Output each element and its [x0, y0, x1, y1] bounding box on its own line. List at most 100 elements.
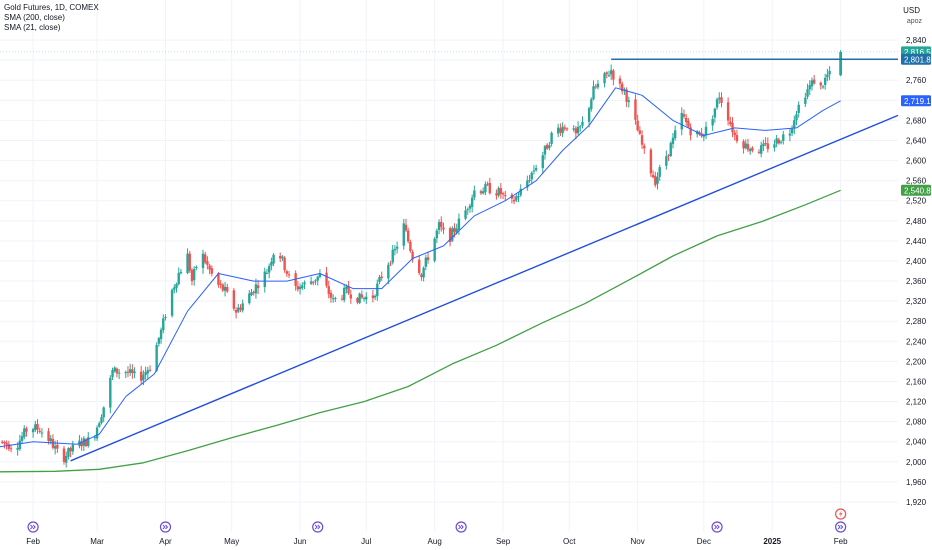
candle-down — [206, 261, 209, 265]
candle-down — [84, 439, 88, 447]
candle-down — [9, 448, 13, 450]
candle-down — [479, 191, 483, 194]
candle-up — [744, 143, 747, 149]
legend-title[interactable]: Gold Futures, 1D, COMEX — [4, 3, 99, 12]
candle-up — [34, 424, 37, 430]
candle-up — [387, 264, 390, 279]
forward-icon[interactable] — [159, 521, 172, 533]
candle-up — [607, 75, 611, 77]
trendline[interactable] — [70, 114, 899, 462]
y-tick-label: 2,360 — [906, 277, 927, 286]
candle-up — [124, 372, 127, 374]
x-tick-label: Sep — [496, 537, 511, 546]
candle-up — [517, 196, 520, 198]
y-tick-label: 2,520 — [906, 197, 927, 206]
candle-up — [201, 253, 205, 268]
forward-icon[interactable] — [312, 521, 324, 533]
candle-down — [312, 281, 315, 283]
candle-up — [318, 274, 322, 278]
forward-icon[interactable] — [835, 521, 847, 533]
candle-down — [612, 70, 615, 80]
candle-down — [442, 227, 445, 230]
candle-down — [287, 274, 291, 276]
candle-down — [62, 448, 66, 462]
candle-down — [283, 257, 286, 271]
candle-up — [826, 74, 829, 78]
candle-up — [309, 281, 313, 284]
candle-up — [704, 126, 708, 136]
candle-down — [418, 259, 421, 274]
candle-down — [634, 99, 637, 120]
candle-down — [720, 97, 723, 103]
candle-down — [3, 441, 6, 444]
y-tick-label: 2,320 — [906, 297, 927, 306]
forward-icon[interactable] — [711, 521, 723, 533]
candle-up — [748, 149, 752, 152]
lightning-icon[interactable] — [835, 508, 847, 520]
y-tick-label: 2,040 — [906, 438, 927, 447]
candle-up — [113, 367, 116, 372]
sma21-line — [0, 87, 841, 448]
candle-down — [574, 128, 578, 134]
y-tick-label: 1,920 — [906, 498, 927, 507]
resistance-line[interactable] — [0, 51, 898, 60]
candle-down — [226, 287, 229, 292]
candle-down — [131, 369, 134, 374]
candle-down — [488, 183, 492, 194]
candle-up — [223, 286, 227, 291]
candle-down — [689, 127, 692, 136]
candle-down — [80, 441, 83, 447]
candle-up — [144, 371, 147, 376]
candle-up — [451, 228, 454, 241]
candle-up — [422, 267, 425, 278]
sma21-path — [0, 87, 841, 448]
time-axis[interactable]: Feb Mar Apr May Jun Jul Aug Sep Oct Nov Dec 2025 Feb — [26, 537, 848, 546]
candle-up — [762, 143, 765, 147]
candle-up — [395, 246, 399, 249]
candle-down — [115, 368, 119, 374]
candle-up — [793, 120, 796, 129]
candle-down — [651, 174, 655, 178]
candle-up — [669, 142, 672, 157]
candle-up — [790, 128, 794, 134]
candle-up — [170, 289, 174, 316]
candle-up — [779, 141, 783, 143]
y-tick-label: 2,000 — [906, 458, 927, 467]
y-tick-label: 2,160 — [906, 377, 927, 386]
y-tick-label: 2,600 — [906, 157, 927, 166]
candle-last — [839, 51, 843, 76]
candle-down — [495, 193, 498, 196]
candle-up — [548, 145, 551, 148]
forward-icon[interactable] — [455, 521, 467, 533]
y-tick-label: 2,080 — [906, 418, 927, 427]
candle-up — [142, 375, 145, 381]
candle-up — [331, 298, 335, 300]
candle-up — [473, 190, 476, 198]
legend-sma21[interactable]: SMA (21, close) — [4, 23, 61, 32]
candle-up — [270, 262, 273, 266]
candle-down — [504, 195, 507, 197]
candle-up — [102, 407, 105, 418]
candle-up — [579, 126, 582, 128]
legend-sma200[interactable]: SMA (200, close) — [4, 13, 65, 22]
x-tick-label: Feb — [834, 537, 848, 546]
candle-up — [16, 447, 19, 450]
candle-up — [541, 155, 544, 169]
y-tick-label: 2,240 — [906, 337, 927, 346]
candle-up — [111, 370, 114, 378]
x-tick-label: May — [224, 537, 239, 546]
candle-up — [376, 283, 379, 296]
candle-down — [219, 283, 222, 285]
forward-icon[interactable] — [27, 521, 39, 533]
currency-label[interactable]: USD — [903, 6, 920, 15]
y-tick-label: 1,960 — [906, 478, 927, 487]
candle-up — [457, 218, 461, 230]
candle-up — [237, 307, 240, 312]
candle-down — [380, 276, 383, 279]
candle-up — [365, 296, 368, 300]
candle-up — [656, 176, 659, 184]
candle-up — [627, 100, 631, 102]
candle-down — [217, 273, 220, 285]
price-axis[interactable]: 1,920 1,960 2,000 2,040 2,080 2,120 2,160 2,200… — [906, 36, 927, 507]
